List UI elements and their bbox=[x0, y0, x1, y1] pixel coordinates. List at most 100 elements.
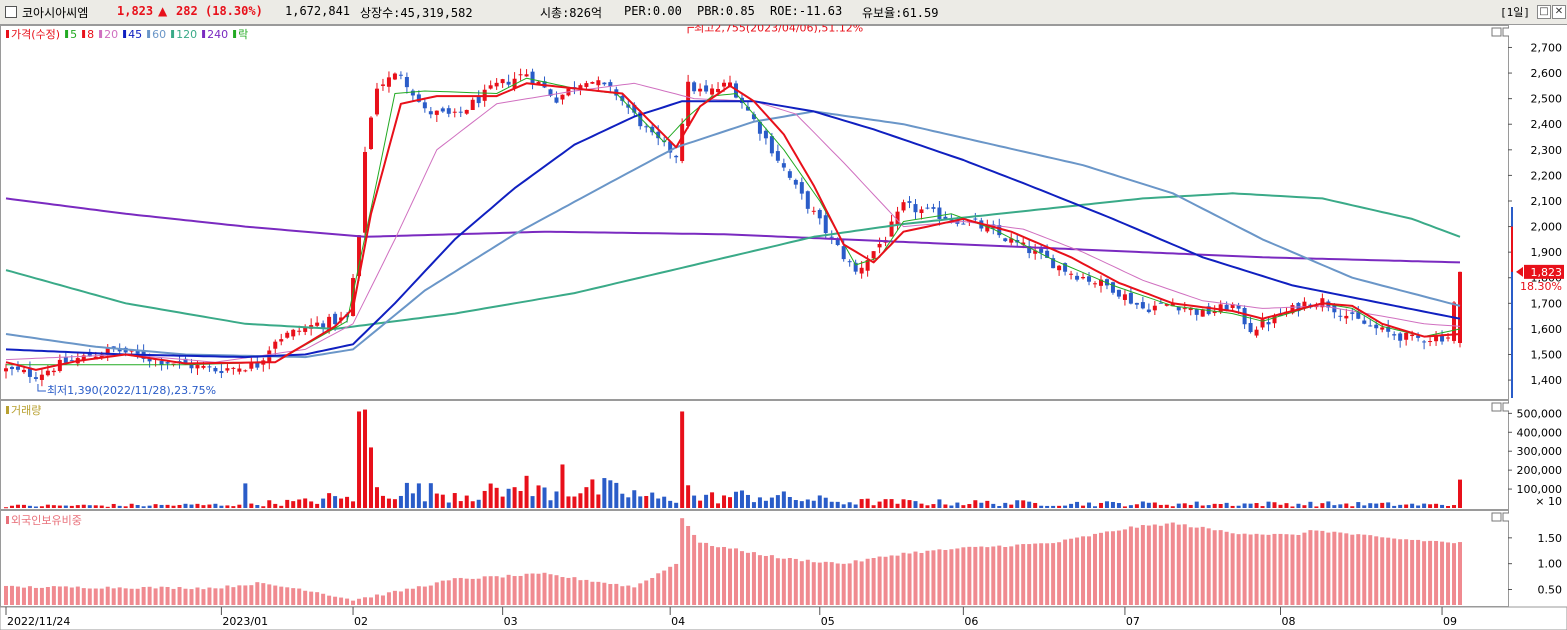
foreign-ratio-bar bbox=[1015, 544, 1020, 605]
select-checkbox[interactable] bbox=[5, 6, 17, 18]
foreign-ratio-bar bbox=[751, 552, 756, 605]
volume-bar bbox=[817, 495, 822, 508]
volume-bar bbox=[267, 500, 272, 508]
high-note: 최고2,755(2023/04/06),51.12% bbox=[694, 25, 863, 34]
candle bbox=[15, 366, 20, 370]
candle bbox=[1302, 301, 1307, 308]
candle bbox=[919, 209, 924, 214]
ma8-line bbox=[5, 82, 1461, 371]
maximize-icon[interactable]: □ bbox=[1537, 5, 1551, 19]
foreign-ratio-bar bbox=[1440, 541, 1445, 605]
panel-maximize-icon[interactable] bbox=[1491, 512, 1502, 522]
volume-bar bbox=[1128, 505, 1133, 508]
foreign-ratio-bar bbox=[237, 585, 242, 605]
foreign-ratio-bar bbox=[704, 542, 709, 605]
volume-bar bbox=[81, 504, 86, 508]
candle bbox=[710, 88, 715, 95]
candle bbox=[1350, 312, 1355, 314]
foreign-ratio-bar bbox=[1069, 538, 1074, 605]
foreign-ratio-bar bbox=[1416, 539, 1421, 605]
candle bbox=[961, 223, 966, 225]
foreign-ratio-bar bbox=[596, 581, 601, 605]
volume-bar bbox=[901, 499, 906, 508]
legend-swatch bbox=[99, 30, 103, 38]
price-axis-tick: 2,300 bbox=[1531, 144, 1563, 157]
volume-bar bbox=[1260, 506, 1265, 508]
candle bbox=[1398, 333, 1403, 341]
foreign-ratio-bar bbox=[93, 588, 98, 605]
volume-bar bbox=[207, 504, 212, 508]
foreign-ratio-bar bbox=[710, 546, 715, 605]
foreign-ratio-bar bbox=[1314, 530, 1319, 605]
volume-bar bbox=[321, 498, 326, 508]
volume-bar bbox=[1356, 502, 1361, 508]
volume-bar bbox=[668, 500, 673, 508]
candle bbox=[1230, 304, 1235, 309]
foreign-ratio-bar bbox=[183, 588, 188, 605]
foreign-ratio-bar bbox=[775, 558, 780, 605]
panel-maximize-icon[interactable] bbox=[1491, 402, 1502, 412]
volume-bar bbox=[799, 501, 804, 508]
foreign-ratio-bar bbox=[955, 548, 960, 605]
volume-bar bbox=[315, 503, 320, 508]
volume-bar bbox=[398, 495, 403, 508]
volume-axis-tick: 100,000 bbox=[1517, 483, 1563, 496]
foreign-ratio-bar bbox=[1272, 533, 1277, 605]
foreign-ratio-bar bbox=[1398, 539, 1403, 605]
foreign-ratio-bar bbox=[249, 585, 254, 605]
volume-bar bbox=[171, 505, 176, 508]
foreign-ratio-bar bbox=[27, 586, 32, 605]
foreign-ratio-bar bbox=[590, 581, 595, 605]
foreign-ratio-bar bbox=[781, 558, 786, 605]
volume-bar bbox=[1087, 502, 1092, 508]
volume-bar bbox=[1350, 506, 1355, 508]
period-label[interactable]: [1일] bbox=[1500, 6, 1530, 19]
foreign-ratio-bar bbox=[548, 574, 553, 605]
foreign-ratio-bar bbox=[339, 597, 344, 605]
price-axis-tick: 2,400 bbox=[1531, 118, 1563, 131]
candle bbox=[219, 371, 224, 374]
volume-bar bbox=[279, 505, 284, 508]
candle bbox=[9, 366, 14, 370]
foreign-ratio-bar bbox=[1260, 534, 1265, 605]
price-axis-tick: 1,900 bbox=[1531, 246, 1563, 259]
volume-bar bbox=[1051, 505, 1056, 508]
foreign-ratio-bar bbox=[554, 575, 559, 605]
volume-bar bbox=[51, 505, 56, 508]
volume-bar bbox=[261, 506, 266, 508]
volume-bar bbox=[1320, 503, 1325, 508]
candle bbox=[1021, 242, 1026, 245]
foreign-ratio-bar bbox=[1308, 530, 1313, 605]
volume-bar bbox=[4, 507, 8, 509]
foreign-ratio-bar bbox=[1290, 534, 1295, 605]
candle bbox=[1116, 289, 1121, 297]
volume-bar bbox=[1416, 505, 1421, 508]
candle bbox=[1093, 283, 1098, 285]
foreign-ratio-bar bbox=[1158, 525, 1163, 605]
volume-bar bbox=[949, 505, 954, 508]
foreign-ratio-bar bbox=[1386, 537, 1391, 605]
foreign-ratio-bar bbox=[1039, 543, 1044, 605]
foreign-ratio-bar bbox=[692, 534, 697, 605]
foreign-ratio-bar bbox=[1212, 530, 1217, 605]
volume-bar bbox=[1374, 503, 1379, 508]
panel-maximize-icon[interactable] bbox=[1491, 27, 1502, 37]
volume-bar bbox=[1392, 505, 1397, 508]
candle bbox=[698, 88, 703, 92]
candle bbox=[1075, 275, 1080, 280]
candle bbox=[937, 207, 942, 219]
volume-bar bbox=[883, 499, 888, 508]
foreign-ratio-bar bbox=[1093, 533, 1098, 605]
volume-bar bbox=[1182, 503, 1187, 508]
close-icon[interactable]: ✕ bbox=[1552, 5, 1566, 19]
volume-bar bbox=[662, 496, 667, 508]
time-axis bbox=[0, 606, 1567, 630]
volume-bar bbox=[775, 495, 780, 508]
volume-bar bbox=[847, 502, 852, 508]
candle bbox=[27, 367, 32, 377]
candle bbox=[1458, 271, 1462, 343]
volume-bar bbox=[728, 497, 733, 508]
foreign-ratio-bar bbox=[530, 573, 535, 605]
candle bbox=[865, 260, 870, 271]
foreign-ratio-bar bbox=[69, 587, 74, 605]
